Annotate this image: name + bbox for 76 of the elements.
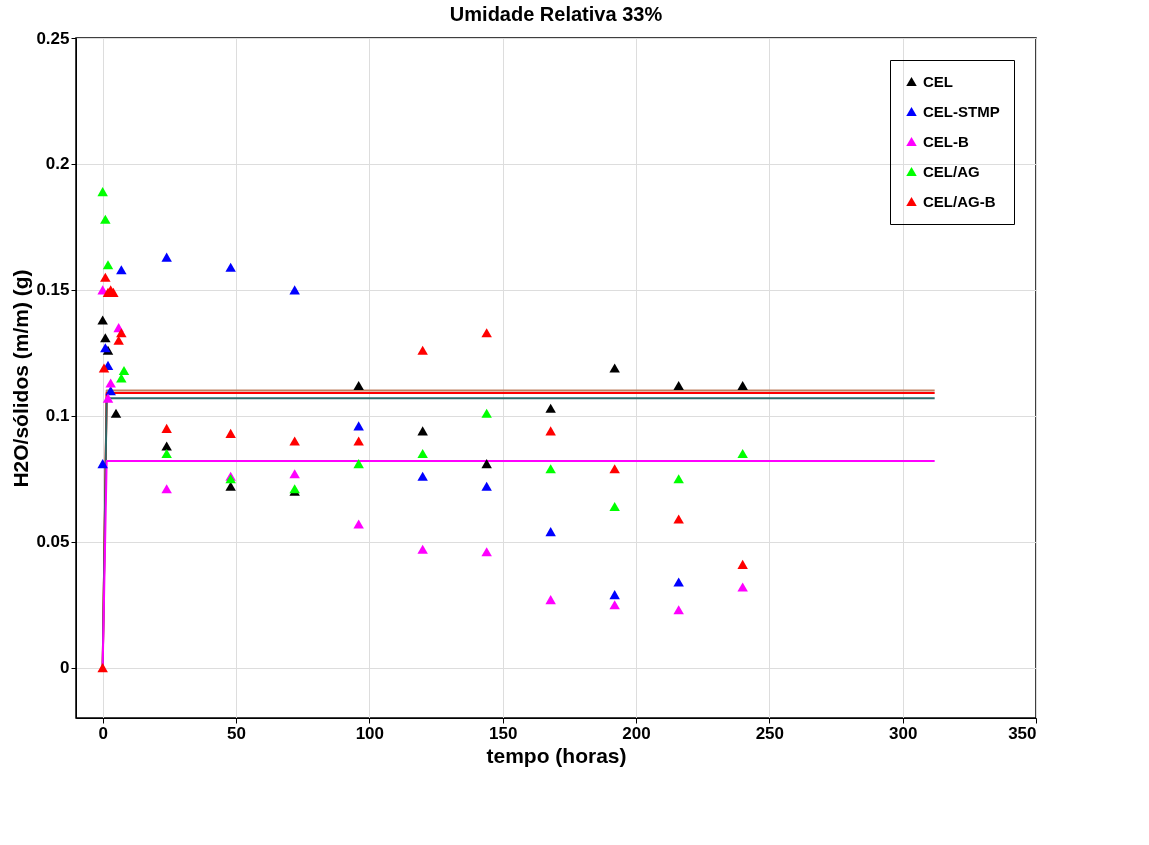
point: [673, 381, 684, 391]
point: [481, 408, 492, 418]
point: [353, 436, 364, 446]
point: [105, 378, 116, 388]
point: [545, 403, 556, 413]
point: [161, 449, 172, 459]
point: [673, 474, 684, 484]
x-tick-label: 0: [98, 723, 108, 743]
point: [417, 471, 428, 481]
point: [100, 272, 111, 282]
y-tick-label: 0.2: [45, 154, 70, 174]
point: [609, 600, 620, 610]
point: [673, 605, 684, 615]
point: [609, 590, 620, 600]
point: [161, 423, 172, 433]
point: [110, 408, 122, 418]
point: [737, 449, 748, 459]
point: [97, 315, 108, 325]
point: [481, 328, 492, 338]
x-tick-label: 250: [755, 723, 785, 743]
point: [100, 333, 111, 343]
point: [417, 449, 428, 459]
point: [673, 577, 684, 587]
point: [161, 252, 172, 262]
point: [609, 501, 620, 511]
x-tick-label: 50: [227, 723, 246, 743]
x-tick-label: 350: [1008, 723, 1037, 743]
point: [225, 428, 236, 438]
point: [481, 459, 492, 469]
x-tick-label: 150: [488, 723, 518, 743]
point: [97, 663, 108, 673]
point: [609, 464, 620, 474]
y-tick-label: 0: [60, 658, 70, 678]
point: [102, 393, 114, 403]
legend-label: CEL/AG-B: [923, 192, 996, 210]
point: [481, 547, 492, 557]
chart-title: Umidade Relativa 33%: [449, 3, 663, 25]
x-tick-label: 200: [622, 723, 651, 743]
point: [417, 345, 428, 355]
point: [545, 595, 556, 605]
point: [97, 459, 108, 469]
point: [353, 459, 364, 469]
point: [545, 527, 556, 537]
x-axis-title: tempo (horas): [486, 743, 627, 767]
legend-label: CEL-B: [923, 132, 969, 150]
point: [118, 365, 130, 375]
point: [102, 260, 114, 270]
point: [737, 582, 748, 592]
legend-label: CEL: [923, 72, 953, 90]
point: [353, 519, 364, 529]
x-tick-label: 100: [355, 723, 385, 743]
point: [225, 262, 236, 272]
y-tick-label: 0.1: [45, 406, 70, 426]
point: [481, 481, 492, 491]
point: [673, 514, 684, 524]
point: [97, 187, 108, 197]
legend-label: CEL/AG: [923, 162, 980, 180]
point: [116, 265, 127, 275]
point: [353, 381, 364, 391]
point: [116, 328, 127, 338]
point: [161, 484, 172, 494]
point: [161, 441, 172, 451]
point: [289, 469, 300, 479]
y-tick-label: 0.25: [36, 28, 70, 48]
point: [737, 381, 748, 391]
legend-label: CEL-STMP: [923, 102, 1000, 120]
y-axis-title: H2O/sólidos (m/m) (g): [9, 269, 33, 488]
point: [98, 363, 110, 373]
point: [289, 436, 300, 446]
point: [545, 464, 556, 474]
x-tick-label: 300: [888, 723, 918, 743]
y-tick-label: 0.05: [36, 532, 70, 552]
point: [417, 544, 428, 554]
point: [737, 559, 748, 569]
y-tick-label: 0.15: [36, 280, 70, 300]
point: [100, 214, 111, 224]
